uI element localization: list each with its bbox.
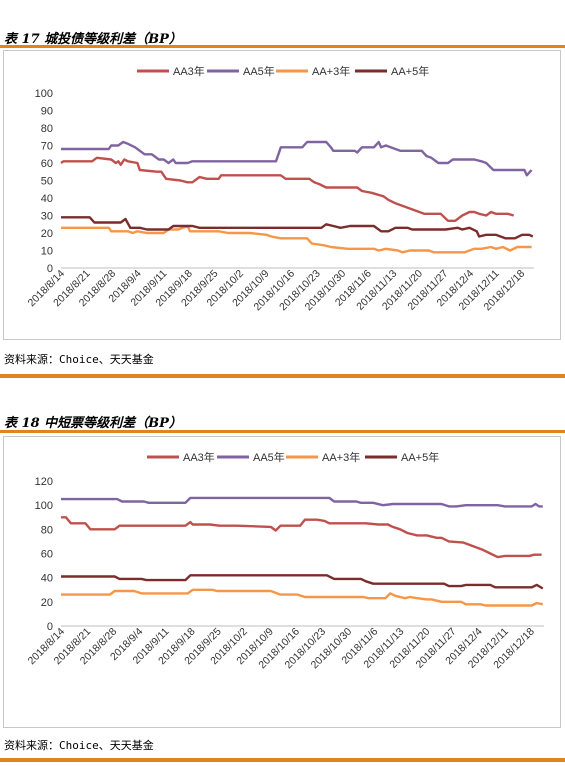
y-tick-label: 60 (41, 158, 53, 170)
y-tick-label: 20 (41, 228, 53, 240)
legend-label-3: AA+5年 (391, 64, 429, 78)
series-line-1 (61, 140, 533, 177)
series-line-1 (61, 496, 543, 508)
series-line-3 (61, 216, 534, 240)
y-tick-label: 100 (35, 88, 53, 100)
y-tick-label: 10 (41, 246, 53, 258)
bottom-rule-1 (0, 374, 565, 378)
legend-label-1: AA5年 (253, 450, 285, 464)
chart-2-frame: AA3年 AA5年 AA+3年 AA+5年 0 20 40 60 80 100 120 2018/8/… (3, 436, 561, 728)
y-tick-label: 120 (35, 476, 53, 488)
y-tick-label: 100 (35, 500, 53, 512)
y-tick-label: 60 (41, 549, 53, 561)
source-note-2: 资料来源：Choice、天天基金 (4, 739, 154, 752)
y-tick-label: 40 (41, 573, 53, 585)
legend-label-2: AA+3年 (322, 450, 360, 464)
spread-chart-city-investment: AA3年 AA5年 AA+3年 AA+5年 0 10 20 30 40 50 60 70 80 90 100… (26, 64, 534, 313)
y-tick-label: 80 (41, 524, 53, 536)
y-tick-label: 40 (41, 193, 53, 205)
legend-label-0: AA3年 (173, 64, 205, 78)
table-17-title: 表 17 城投债等级利差（BP） (4, 32, 182, 47)
title-rule-top-1 (0, 45, 565, 48)
series-line-0 (61, 516, 542, 559)
y-tick-label: 90 (41, 106, 53, 118)
series-line-0 (60, 156, 515, 223)
y-tick-label: 70 (41, 141, 53, 153)
table-18-title: 表 18 中短票等级利差（BP） (4, 416, 182, 431)
bottom-rule-2 (0, 758, 565, 762)
title-rule-top-2 (0, 430, 565, 433)
legend-label-0: AA3年 (183, 450, 215, 464)
y-tick-label: 0 (47, 263, 53, 275)
y-tick-label: 20 (41, 597, 53, 609)
legend-label-1: AA5年 (243, 64, 275, 78)
legend-label-2: AA+3年 (312, 64, 350, 78)
series-line-2 (61, 588, 544, 607)
y-tick-label: 50 (41, 176, 53, 188)
y-tick-label: 0 (47, 621, 53, 633)
series-line-2 (61, 224, 532, 254)
series-line-3 (61, 574, 544, 590)
spread-chart-mtn: AA3年 AA5年 AA+3年 AA+5年0204060801001202018/8/… (26, 450, 544, 671)
chart-1-frame: AA3年 AA5年 AA+3年 AA+5年 0 10 20 30 40 50 60 70 80 90 100… (3, 50, 561, 340)
y-tick-label: 80 (41, 123, 53, 135)
y-tick-label: 30 (41, 211, 53, 223)
legend-label-3: AA+5年 (401, 450, 439, 464)
source-note-1: 资料来源：Choice、天天基金 (4, 353, 154, 366)
